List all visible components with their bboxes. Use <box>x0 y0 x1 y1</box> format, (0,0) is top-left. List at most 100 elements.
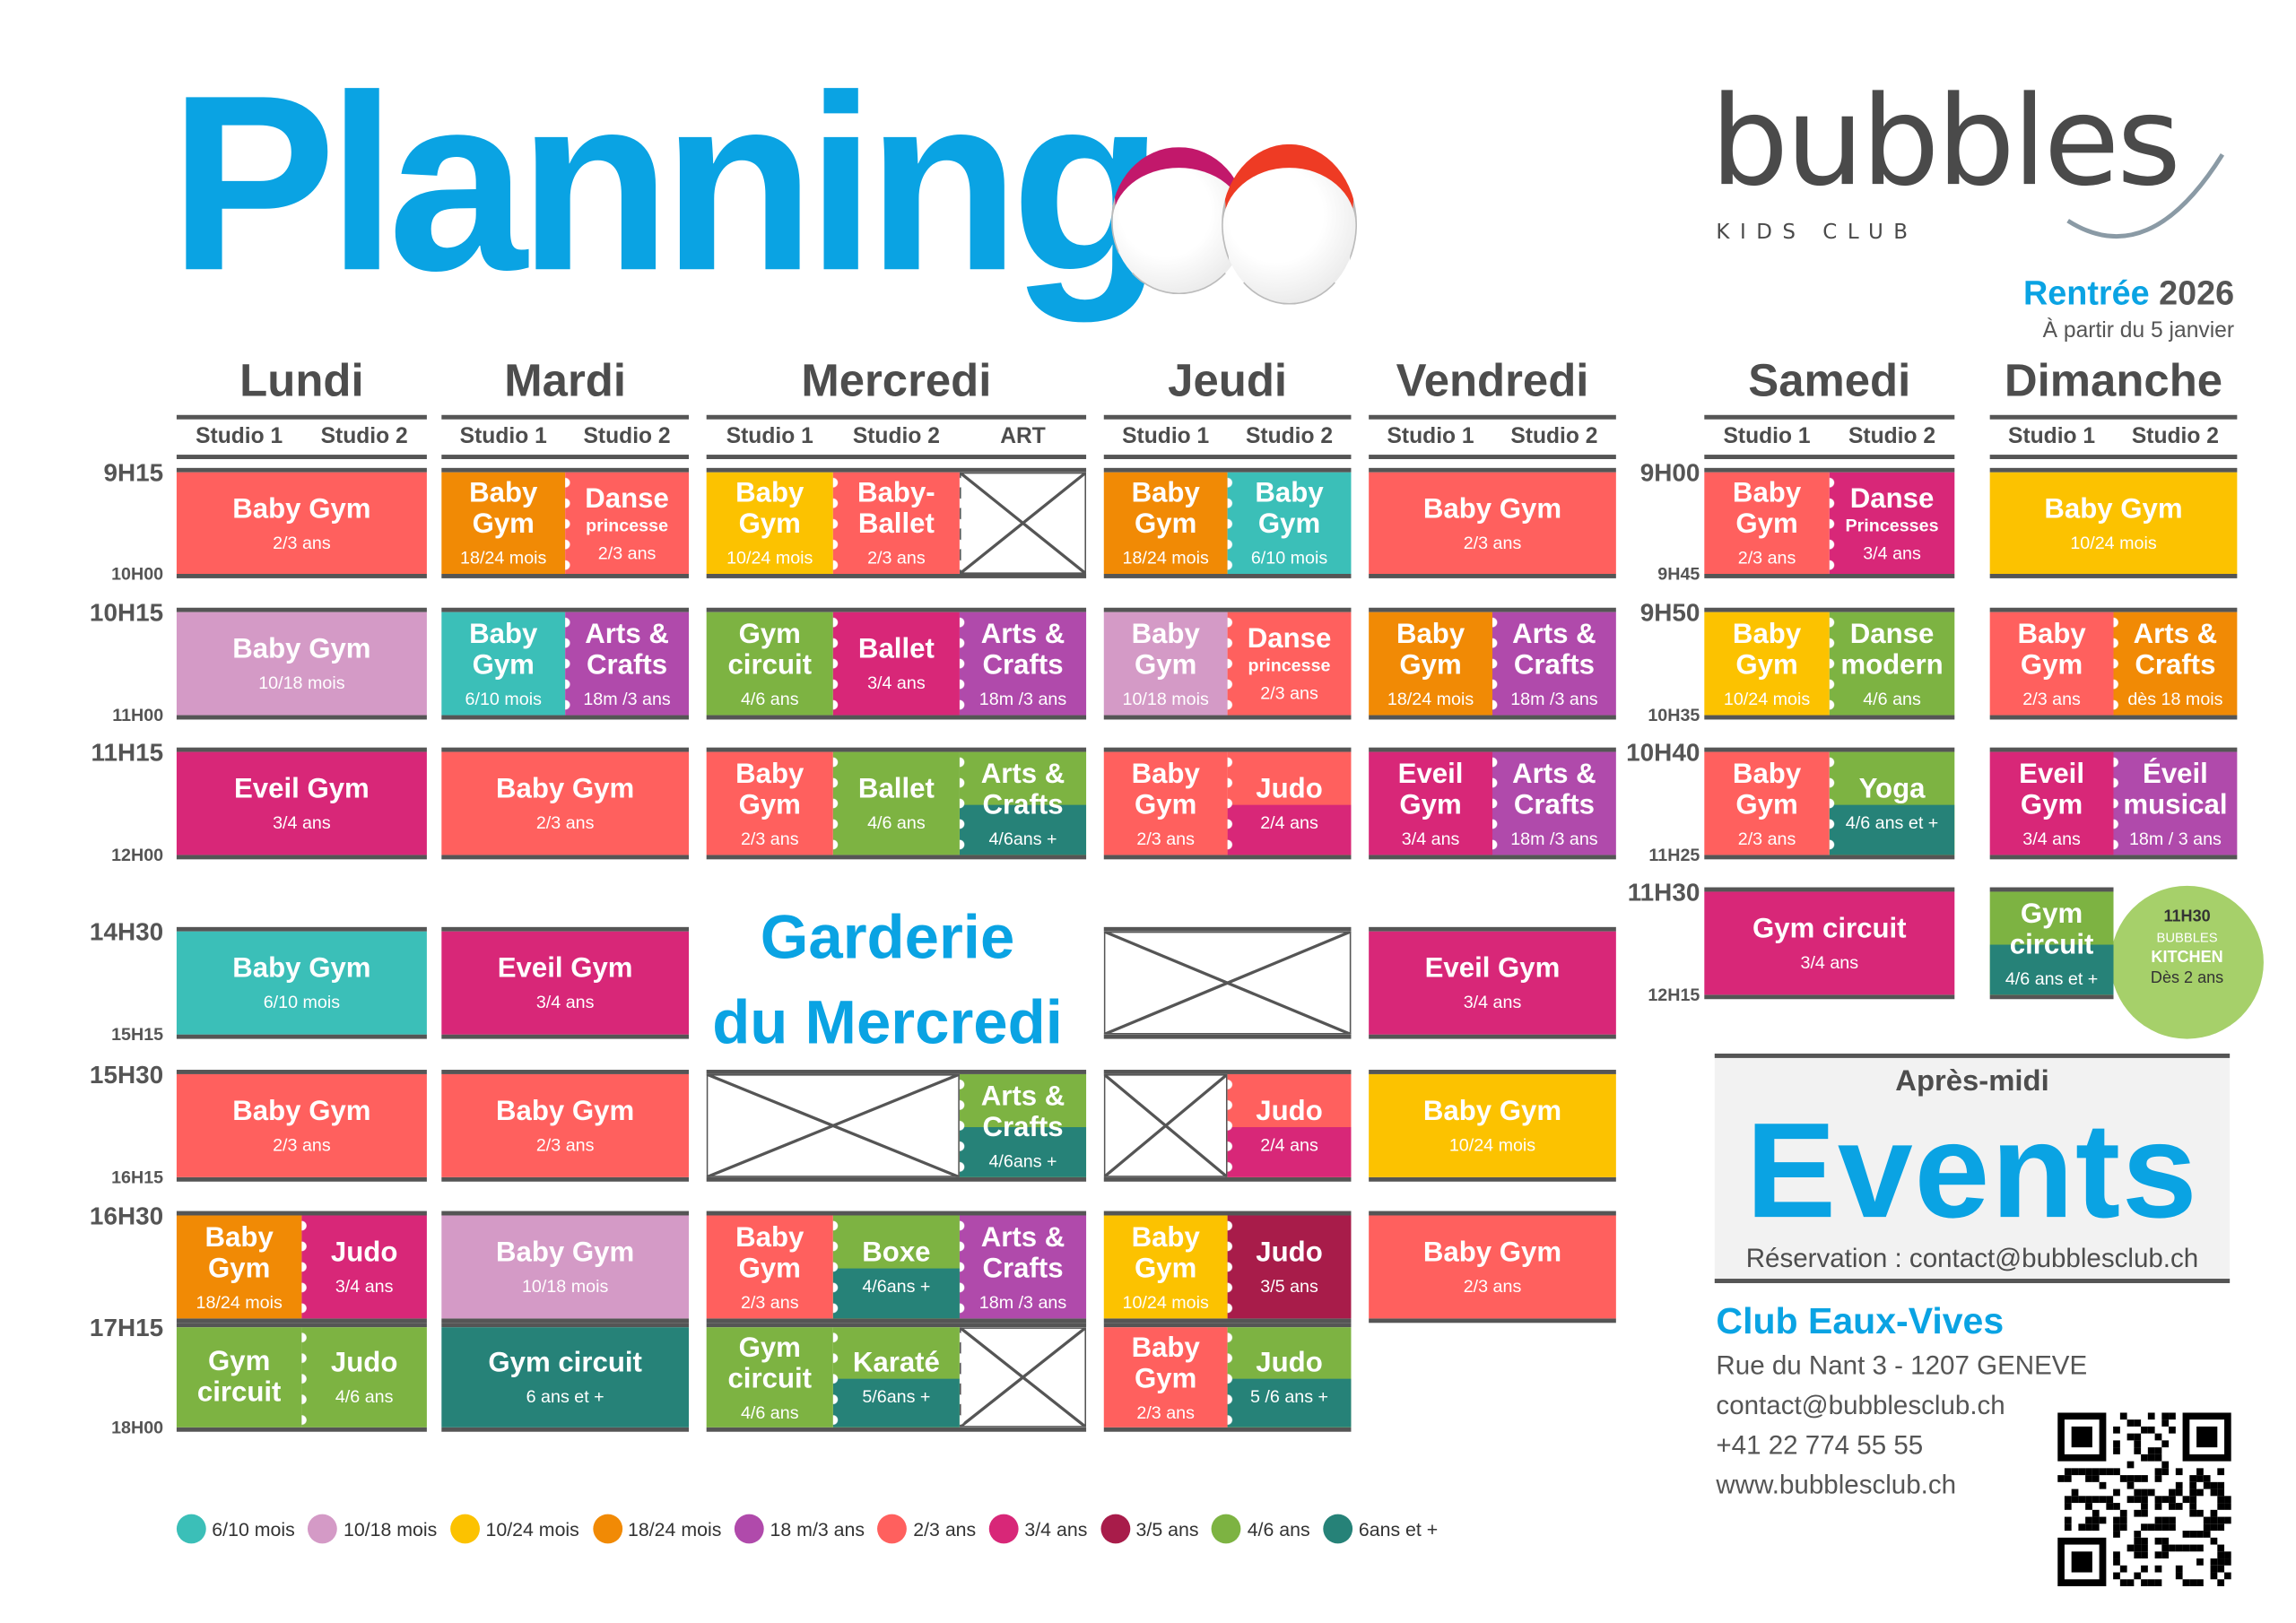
class-slot: Baby Gym 18/24 mois Danse princesse 2/3 ans <box>441 467 690 578</box>
class-title: Karaté <box>852 1348 940 1379</box>
class-age: 3/4 ans <box>335 1275 394 1297</box>
age-band <box>1829 805 1955 855</box>
studio-label: ART <box>1000 423 1046 449</box>
day-header-mardi: Mardi <box>504 354 627 406</box>
class-cell: Éveil musical 18m / 3 ans <box>2113 751 2238 855</box>
studio-label: Studio 1 <box>459 423 547 449</box>
class-slot: Gym circuit Judo 4/6 ans <box>176 1323 427 1432</box>
class-age: 3/5 ans <box>1260 1275 1318 1297</box>
class-slot: Baby Gym 2/3 ans Yoga 4/6 ans et + <box>1704 747 1955 860</box>
class-age: 4/6 ans <box>740 1402 799 1423</box>
class-title: Baby Gym <box>735 1221 804 1284</box>
class-title: Gym circuit <box>727 1332 813 1394</box>
class-slot: Baby Gym 10/24 mois <box>1369 1070 1616 1182</box>
class-title: Baby Gym <box>1396 619 1465 681</box>
studio-label: Studio 2 <box>1510 423 1598 449</box>
class-cell: Baby-Ballet 2/3 ans <box>832 472 960 575</box>
legend-item: 3/4 ans <box>989 1514 1087 1544</box>
club-phone[interactable]: +41 22 774 55 55 <box>1716 1430 1924 1460</box>
class-age: 3/4 ans <box>1401 828 1460 849</box>
time-label: 10H00 <box>111 563 164 585</box>
club-address: Rue du Nant 3 - 1207 GENEVE <box>1716 1350 2088 1381</box>
class-title: Judo <box>330 1237 398 1269</box>
class-cell: Boxe 4/6ans + <box>832 1215 960 1319</box>
class-title: Judo <box>330 1348 398 1379</box>
age-band <box>959 1127 1087 1177</box>
class-cell: Danse Princesses 3/4 ans <box>1829 472 1955 575</box>
class-title: Arts & Crafts <box>585 619 669 681</box>
class-title: Éveil musical <box>2123 758 2228 820</box>
cross-icon <box>959 472 1087 575</box>
class-title: Gym circuit <box>2009 898 2094 960</box>
class-title: Baby Gym <box>469 619 538 681</box>
class-age: 2/3 ans <box>867 547 926 568</box>
class-cell: Baby Gym 6/10 mois <box>441 612 566 716</box>
class-cell: Baby Gym 18/24 mois <box>176 1215 302 1319</box>
class-age: 18/24 mois <box>196 1291 283 1312</box>
class-age: 4/6ans + <box>862 1275 931 1297</box>
class-cell: Baby Gym 2/3 ans <box>706 1215 833 1319</box>
class-cell: Baby Gym 2/3 ans <box>1989 612 2114 716</box>
class-title: Gym circuit <box>196 1346 282 1409</box>
class-cell: Danse princesse 2/3 ans <box>1227 612 1352 716</box>
class-slot: Baby Gym 18/24 mois Baby Gym 6/10 mois <box>1103 467 1352 578</box>
class-cell: Judo 4/6 ans <box>301 1327 427 1428</box>
class-cell: Baby Gym 2/3 ans <box>1103 1327 1228 1428</box>
day-header-vendredi: Vendredi <box>1396 354 1589 406</box>
mascots-illustration <box>1074 133 1369 305</box>
legend-item: 10/18 mois <box>308 1514 438 1544</box>
legend-item: 4/6 ans <box>1212 1514 1310 1544</box>
class-title: Baby Gym <box>1732 478 1802 541</box>
time-label: 9H00 <box>1639 459 1700 488</box>
legend-item: 3/5 ans <box>1100 1514 1199 1544</box>
time-label: 12H15 <box>1648 984 1700 1005</box>
rentree-text: Rentrée <box>2023 273 2150 312</box>
class-slot: Eveil Gym 3/4 ans <box>176 747 427 860</box>
events-title: Events <box>1745 1096 2199 1246</box>
class-title: Baby Gym <box>1732 619 1802 681</box>
class-title: Eveil Gym <box>497 953 633 985</box>
class-age: 10/18 mois <box>258 672 345 693</box>
class-age: 2/3 ans <box>740 828 799 849</box>
class-cell: Baby Gym 18/24 mois <box>441 472 566 575</box>
class-cell: Baby Gym 6/10 mois <box>176 931 427 1035</box>
class-age: 2/3 ans <box>1260 682 1318 704</box>
class-note: Princesses <box>1845 514 1939 535</box>
studio-header: Studio 1 Studio 2 <box>1103 414 1352 460</box>
class-age: dès 18 mois <box>2127 688 2223 709</box>
class-title: Baby Gym <box>1131 758 1200 820</box>
class-title: Baby Gym <box>735 478 804 541</box>
class-slot: Arts & Crafts 4/6ans + <box>706 1070 1087 1182</box>
class-cell: Eveil Gym 3/4 ans <box>176 751 427 855</box>
legend-label: 18/24 mois <box>628 1517 722 1541</box>
no-class-slot <box>959 472 1087 575</box>
studio-label: Studio 2 <box>1245 423 1334 449</box>
class-slot: Gym circuit 4/6 ans et + <box>1989 887 2114 1000</box>
legend-dot <box>1100 1514 1130 1544</box>
class-slot: Baby Gym 2/3 ans Judo 5 /6 ans + <box>1103 1323 1352 1432</box>
class-age: 18m /3 ans <box>978 1291 1067 1312</box>
class-cell: Baby Gym 2/3 ans <box>1369 1215 1616 1319</box>
class-title: Danse <box>1247 623 1332 655</box>
class-age: 6 ans et + <box>526 1385 604 1407</box>
class-cell: Baby Gym 2/3 ans <box>1103 751 1228 855</box>
no-class-slot <box>959 1327 1087 1428</box>
class-cell: Ballet 3/4 ans <box>832 612 960 716</box>
class-title: Arts & Crafts <box>980 758 1065 820</box>
garderie-line-2: du Mercredi <box>712 987 1063 1057</box>
class-cell: Baby Gym 2/3 ans <box>441 1073 690 1177</box>
legend-label: 10/18 mois <box>343 1517 438 1541</box>
qr-code[interactable] <box>2057 1412 2231 1587</box>
class-slot: Eveil Gym 3/4 ans <box>441 926 690 1039</box>
club-website-link[interactable]: www.bubblesclub.ch <box>1716 1470 1957 1500</box>
class-title: Arts & Crafts <box>980 619 1065 681</box>
no-class-slot <box>1103 1073 1228 1177</box>
class-title: Baby Gym <box>1131 619 1200 681</box>
age-band <box>832 1379 960 1428</box>
cross-icon <box>959 1327 1087 1428</box>
class-title: Baby Gym <box>232 953 371 985</box>
day-header-mercredi: Mercredi <box>801 354 992 406</box>
class-title: Baby Gym <box>1422 1237 1562 1269</box>
legend-dot <box>308 1514 338 1544</box>
club-email-link[interactable]: contact@bubblesclub.ch <box>1716 1390 2005 1420</box>
